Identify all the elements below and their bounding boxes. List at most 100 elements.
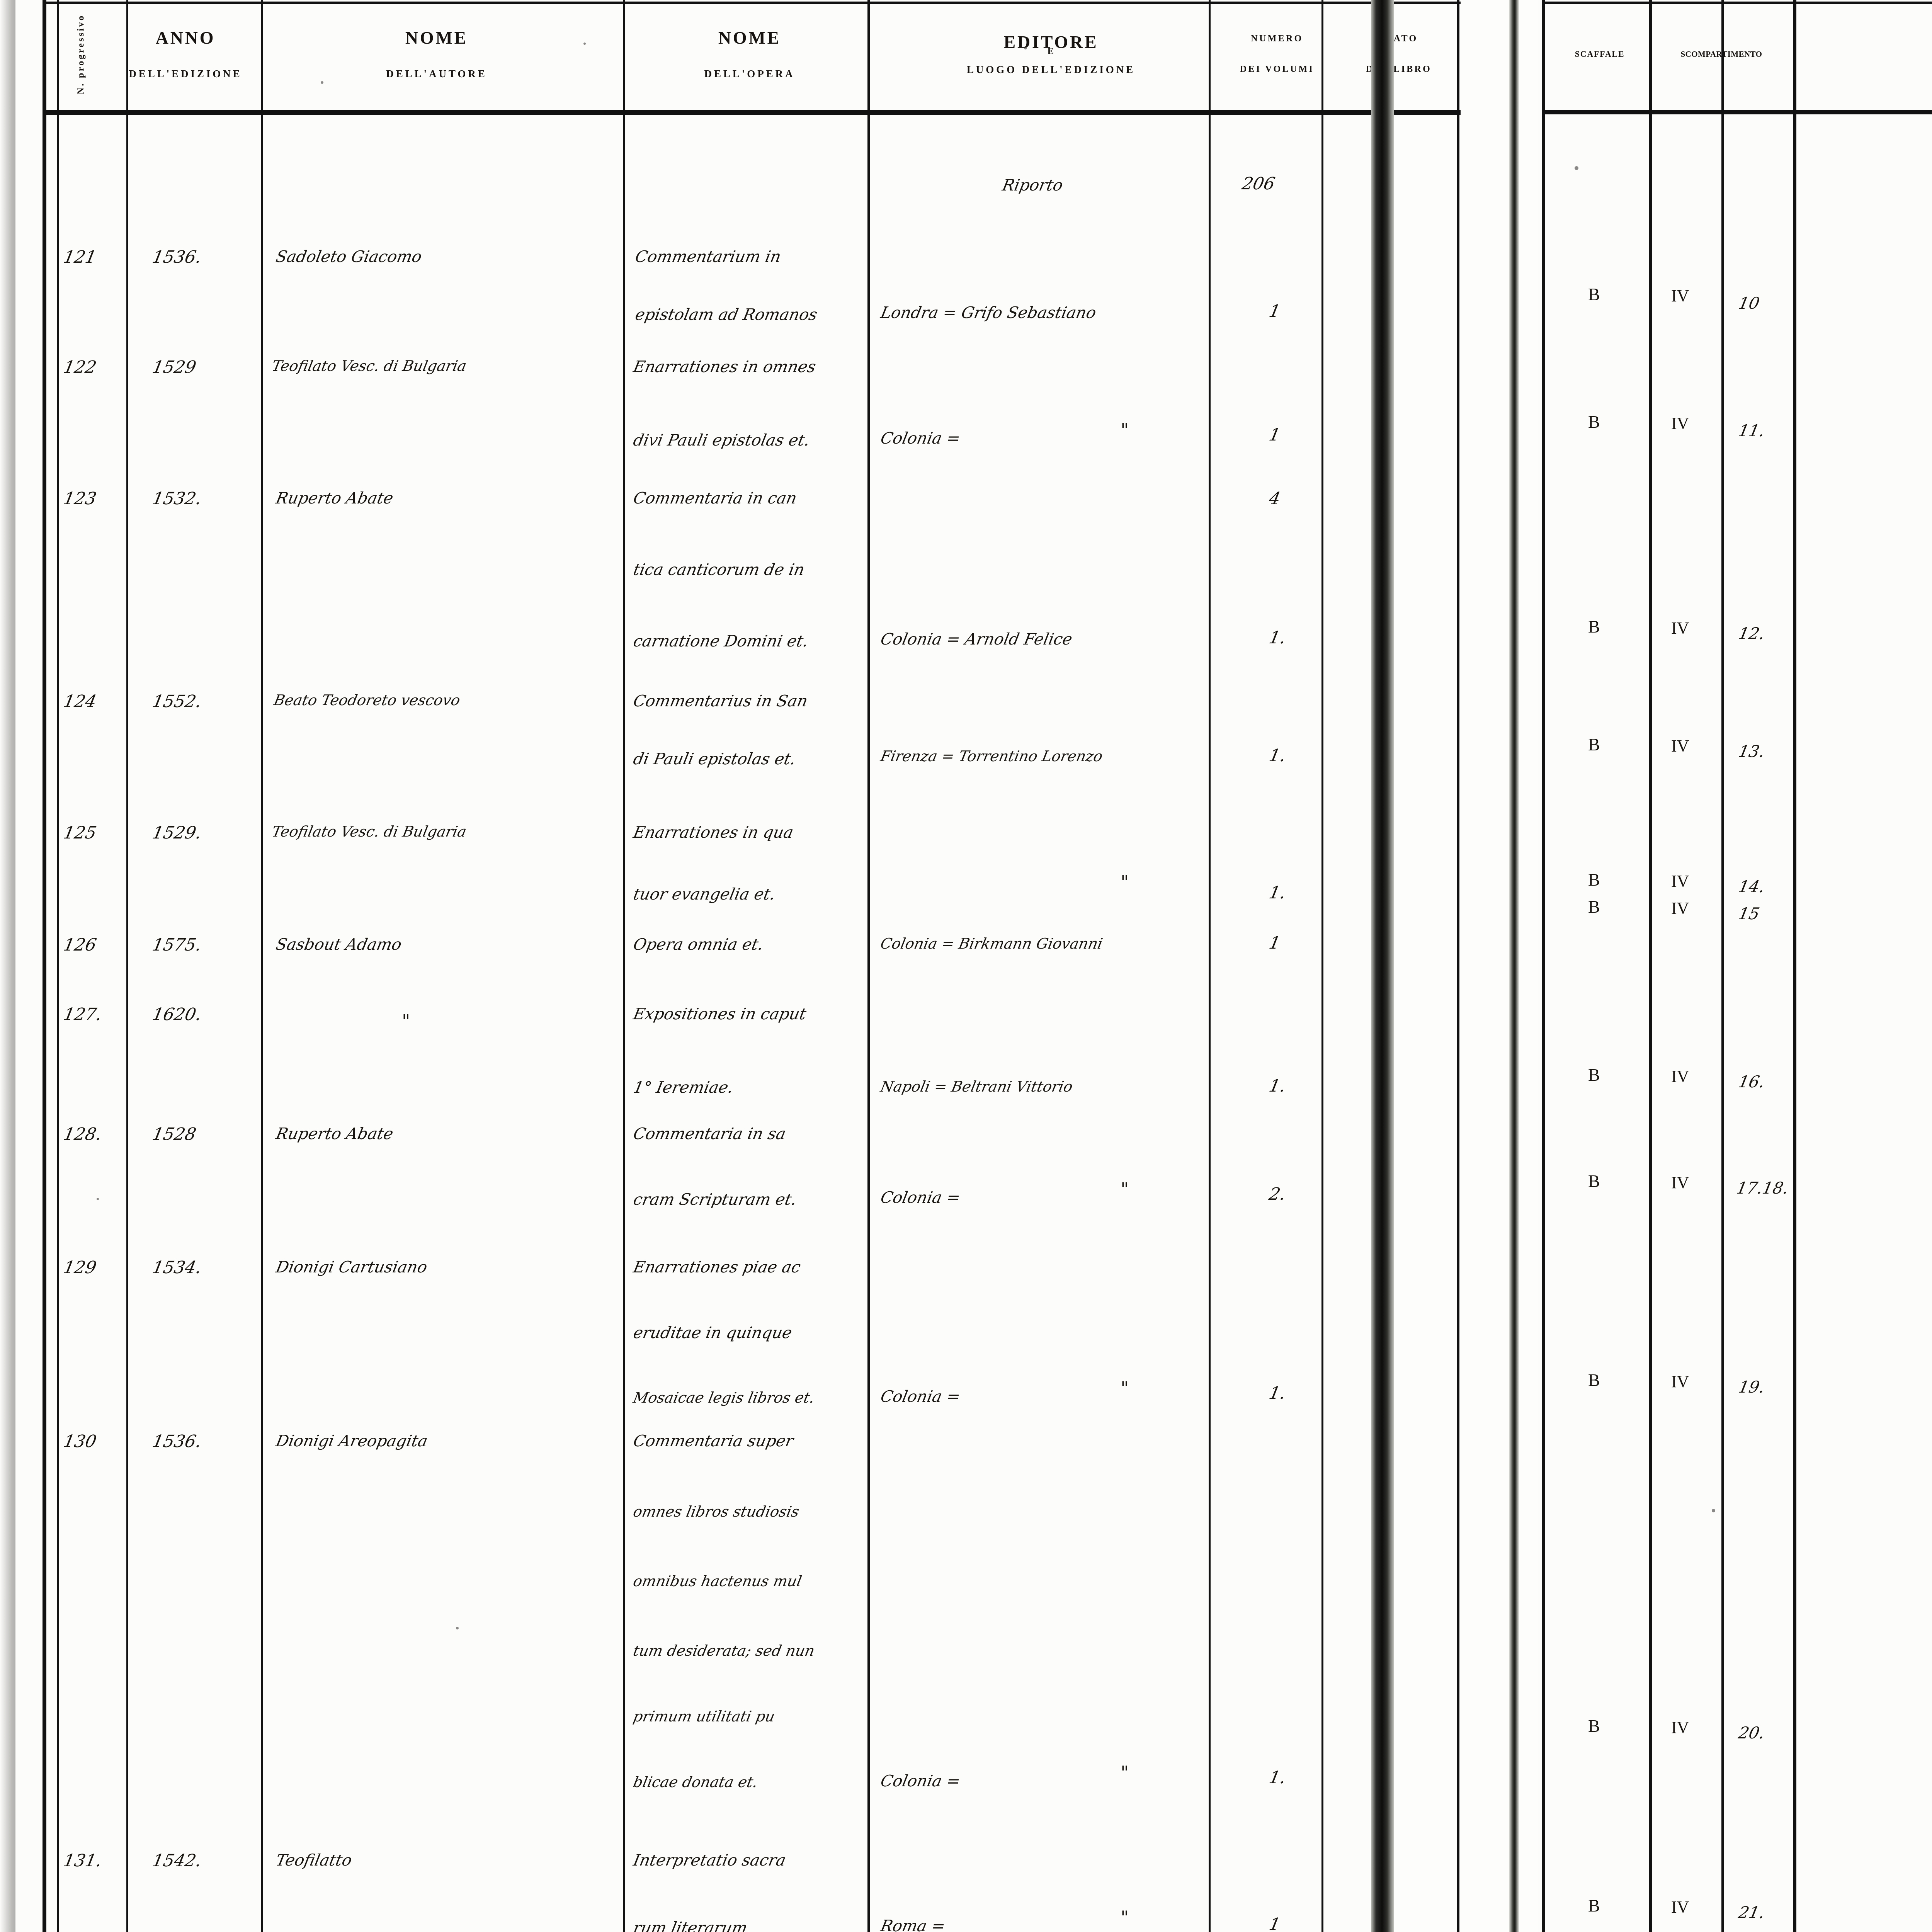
rule-progressive-left bbox=[57, 0, 59, 1932]
row-no: 126 bbox=[62, 935, 98, 955]
row-no: 131. bbox=[62, 1851, 104, 1871]
row-year: 1552. bbox=[151, 692, 203, 711]
row-work-line: carnatione Domini et. bbox=[632, 632, 810, 650]
rule-work-left bbox=[623, 0, 625, 1932]
row-publisher: Napoli = Beltrani Vittorio bbox=[879, 1078, 1074, 1095]
rule-compartment-right bbox=[1721, 0, 1724, 1932]
row-author: Dionigi Areopagita bbox=[274, 1432, 430, 1450]
row-position: 21. bbox=[1737, 1903, 1767, 1922]
ditto-mark: " bbox=[1121, 1378, 1129, 1398]
row-no: 123 bbox=[62, 489, 98, 509]
carry-forward-value: 206 bbox=[1240, 174, 1277, 194]
row-shelf: B bbox=[1588, 870, 1600, 889]
row-shelf: B bbox=[1588, 1370, 1600, 1390]
header-author: NOME DELL'AUTORE bbox=[263, 0, 611, 108]
row-work-line: Expositiones in caput bbox=[632, 1005, 808, 1023]
row-publisher: Colonia = bbox=[879, 1387, 962, 1406]
row-shelf: B bbox=[1588, 1171, 1600, 1191]
row-work-line: Commentaria in can bbox=[632, 489, 799, 507]
header-volumes-main: NUMERO bbox=[1251, 34, 1303, 44]
left-page-paper bbox=[0, 0, 1376, 1932]
header-work: NOME DELL'OPERA bbox=[626, 0, 873, 108]
header-compartment-label: SCOMPARTIMENTO bbox=[1681, 49, 1762, 59]
header-volumes-sub: DEI VOLUMI bbox=[1240, 64, 1315, 74]
row-year: 1529. bbox=[151, 823, 203, 843]
row-work-line: Commentarius in San bbox=[632, 692, 810, 710]
row-work-line: Mosaicae legis libros et. bbox=[632, 1389, 816, 1406]
right-page-top-rule bbox=[1542, 2, 1932, 4]
row-work-line: rum literarum bbox=[632, 1918, 749, 1932]
row-year: 1575. bbox=[151, 935, 203, 955]
row-publisher: Colonia = bbox=[879, 1772, 962, 1790]
paper-speck bbox=[1575, 166, 1578, 170]
paper-speck bbox=[1024, 46, 1027, 49]
row-compartment: IV bbox=[1671, 1067, 1689, 1086]
row-no: 124 bbox=[62, 692, 98, 711]
row-position: 17.18. bbox=[1735, 1179, 1791, 1197]
paper-speck bbox=[456, 1627, 459, 1629]
header-publisher-conj: E bbox=[1047, 46, 1055, 57]
row-no: 122 bbox=[62, 357, 98, 377]
header-compartment: SCOMPARTIMENTO bbox=[1652, 0, 1791, 108]
row-compartment: IV bbox=[1671, 619, 1689, 638]
row-no: 128. bbox=[62, 1124, 104, 1144]
header-author-main: NOME bbox=[405, 28, 468, 48]
header-year: ANNO DELL'EDIZIONE bbox=[128, 0, 243, 108]
row-author: Teofilatto bbox=[274, 1851, 354, 1869]
header-shelf-label: SCAFFALE bbox=[1575, 49, 1625, 59]
row-work-line: blicae donata et. bbox=[632, 1774, 759, 1791]
row-position: 12. bbox=[1737, 624, 1767, 643]
rule-state-right bbox=[1457, 0, 1459, 1932]
header-observations: OSSERVAZIONI bbox=[1816, 0, 1932, 108]
row-work-line: primum utilitati pu bbox=[632, 1708, 777, 1725]
row-work-line: tuor evangelia et. bbox=[632, 885, 777, 903]
book-spine-gutter bbox=[1371, 0, 1394, 1932]
header-progressive-no-label: N. progressivo bbox=[76, 14, 86, 94]
row-author: Ruperto Abate bbox=[274, 489, 395, 507]
row-work-line: Enarrationes in omnes bbox=[632, 357, 818, 376]
row-position: 15 bbox=[1737, 904, 1761, 923]
paper-speck bbox=[1712, 1509, 1715, 1512]
row-publisher: Colonia = bbox=[879, 1188, 962, 1207]
row-publisher: Colonia = Arnold Felice bbox=[879, 630, 1074, 648]
header-work-sub: DELL'OPERA bbox=[704, 68, 795, 80]
row-position: 11. bbox=[1737, 421, 1767, 440]
row-shelf: B bbox=[1588, 617, 1600, 636]
row-author: Teofilato Vesc. di Bulgaria bbox=[270, 823, 468, 840]
row-work-line: Enarrationes piae ac bbox=[632, 1258, 803, 1276]
row-position: 16. bbox=[1737, 1072, 1767, 1091]
row-work-line: divi Pauli epistolas et. bbox=[632, 431, 812, 449]
rule-year-left bbox=[126, 0, 128, 1932]
row-position: 10 bbox=[1737, 294, 1761, 313]
row-work-line: eruditae in quinque bbox=[632, 1323, 794, 1342]
rule-publisher-left bbox=[867, 0, 870, 1932]
row-compartment: IV bbox=[1671, 899, 1689, 918]
ditto-mark: " bbox=[1121, 419, 1129, 440]
row-work-line: Opera omnia et. bbox=[632, 935, 765, 954]
ditto-mark: " bbox=[1121, 1762, 1129, 1783]
row-position: 19. bbox=[1737, 1378, 1767, 1396]
row-author: Sasbout Adamo bbox=[274, 935, 403, 954]
row-work-line: cram Scripturam et. bbox=[632, 1190, 798, 1209]
paper-speck bbox=[321, 81, 323, 84]
row-shelf: B bbox=[1588, 412, 1600, 432]
header-year-main: ANNO bbox=[155, 28, 216, 48]
header-shelf: SCAFFALE bbox=[1549, 0, 1650, 108]
row-work-line: di Pauli epistolas et. bbox=[632, 750, 798, 768]
header-author-sub: DELL'AUTORE bbox=[386, 68, 487, 80]
row-compartment: IV bbox=[1671, 1718, 1689, 1737]
header-state: STATO DEL LIBRO bbox=[1341, 0, 1457, 108]
row-author: Dionigi Cartusiano bbox=[274, 1258, 429, 1276]
row-work-line: omnibus hactenus mul bbox=[632, 1573, 803, 1590]
rule-volumes-left bbox=[1209, 0, 1211, 1932]
row-year: 1620. bbox=[151, 1005, 203, 1024]
row-compartment: IV bbox=[1671, 1898, 1689, 1917]
row-year: 1532. bbox=[151, 489, 203, 509]
row-no: 130 bbox=[62, 1432, 98, 1451]
paper-speck bbox=[97, 1198, 99, 1200]
row-work-line: Commentaria super bbox=[632, 1432, 795, 1450]
row-compartment: IV bbox=[1671, 1372, 1689, 1391]
row-publisher: Firenza = Torrentino Lorenzo bbox=[879, 748, 1104, 765]
row-position: 20. bbox=[1737, 1723, 1767, 1742]
